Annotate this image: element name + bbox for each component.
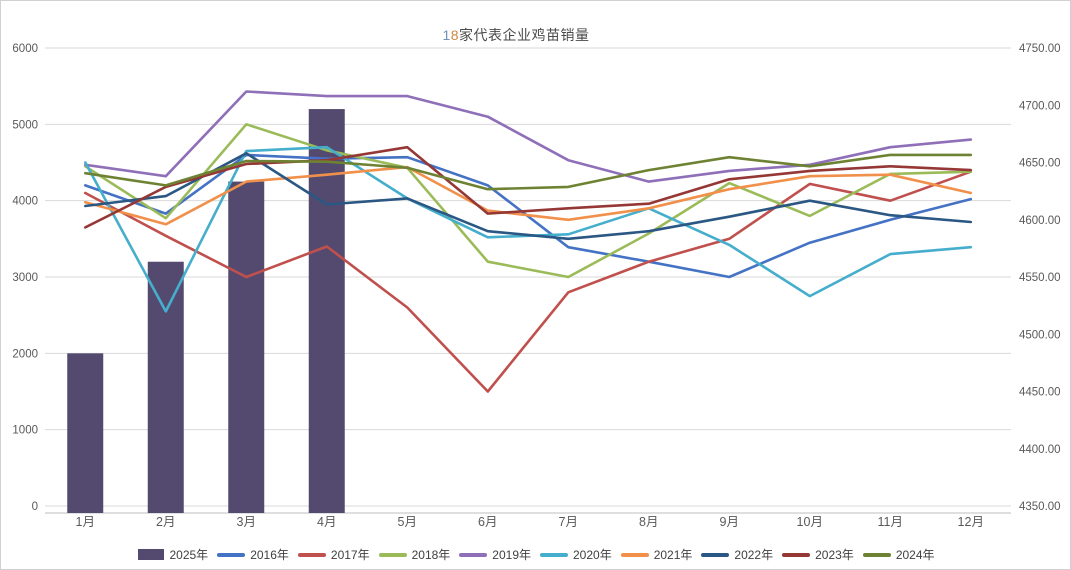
legend-item-2022年: 2022年 <box>701 546 773 563</box>
legend-line-swatch-2018年 <box>378 552 407 557</box>
x-axis-category-label: 5月 <box>398 515 417 529</box>
bar-2025年-4月 <box>308 109 345 514</box>
legend: 2025年 2016年 2017年 2018年 2019年 2020年 2021年 2022年… <box>1 546 1070 563</box>
right-axis-tick-label: 4450.00 <box>1019 387 1061 399</box>
bar-2025年-3月 <box>228 181 265 514</box>
right-axis-tick-label: 4500.00 <box>1019 329 1061 341</box>
legend-label-2024年: 2024年 <box>895 548 935 562</box>
line-series-2021年 <box>84 165 973 226</box>
left-axis-tick-label: 1000 <box>12 425 38 437</box>
legend-label-2016年: 2016年 <box>250 548 289 562</box>
legend-line-swatch-2024年 <box>862 552 891 557</box>
legend-item-2024年: 2024年 <box>862 546 935 563</box>
x-axis-category-label: 11月 <box>878 515 903 529</box>
legend-label-2017年: 2017年 <box>330 548 370 562</box>
line-series-2017年 <box>84 170 973 393</box>
x-axis-category-label: 3月 <box>237 515 256 529</box>
legend-item-2018年: 2018年 <box>378 546 451 563</box>
title-digit-1: 1 <box>442 27 451 43</box>
right-axis-tick-label: 4550.00 <box>1019 272 1061 284</box>
x-axis-category-label: 2月 <box>156 515 175 529</box>
legend-line-swatch-2019年 <box>459 552 488 557</box>
x-axis-category-label: 12月 <box>958 515 984 529</box>
x-axis-category-label: 6月 <box>478 515 497 529</box>
legend-item-2023年: 2023年 <box>782 546 854 563</box>
chart-title: 18家代表企业鸡苗销量 <box>1 25 1031 45</box>
legend-item-2021年: 2021年 <box>620 546 693 563</box>
legend-item-2020年: 2020年 <box>540 546 612 563</box>
legend-label-2022年: 2022年 <box>734 548 774 562</box>
legend-label-2020年: 2020年 <box>573 548 612 562</box>
right-axis-tick-label: 4600.00 <box>1019 215 1061 227</box>
legend-bar-swatch-2025年 <box>138 549 165 560</box>
x-axis-category-label: 9月 <box>720 515 739 529</box>
legend-label-2019年: 2019年 <box>492 548 531 562</box>
legend-label-2025年: 2025年 <box>169 548 209 562</box>
legend-item-2019年: 2019年 <box>459 546 531 563</box>
right-axis-tick-label: 4650.00 <box>1019 158 1061 170</box>
left-axis-tick-label: 6000 <box>12 43 38 55</box>
bar-2025年-2月 <box>147 261 184 513</box>
x-axis-category-label: 1月 <box>76 515 95 529</box>
title-digit-8: 8 <box>450 27 460 43</box>
legend-line-swatch-2022年 <box>701 552 730 557</box>
line-series-2024年 <box>84 153 973 191</box>
legend-line-swatch-2021年 <box>620 552 649 557</box>
x-axis-category-label: 7月 <box>559 515 578 529</box>
legend-item-2016年: 2016年 <box>217 546 289 563</box>
left-axis-tick-label: 3000 <box>12 272 38 284</box>
line-series-2019年 <box>84 90 973 183</box>
line-series-2018年 <box>84 123 973 279</box>
legend-line-swatch-2023年 <box>782 552 811 557</box>
legend-label-2018年: 2018年 <box>411 548 451 562</box>
left-axis-tick-label: 0 <box>32 501 38 513</box>
left-axis-tick-label: 4000 <box>12 196 38 208</box>
left-axis-tick-label: 2000 <box>12 348 38 360</box>
right-axis-tick-label: 4700.00 <box>1019 100 1061 112</box>
left-axis-tick-label: 5000 <box>12 119 38 131</box>
right-axis-tick-label: 4750.00 <box>1019 43 1061 55</box>
legend-line-swatch-2017年 <box>297 552 326 557</box>
legend-label-2023年: 2023年 <box>815 548 854 562</box>
legend-item-2017年: 2017年 <box>297 546 370 563</box>
bar-2025年-1月 <box>67 353 104 513</box>
x-axis-category-label: 10月 <box>797 515 823 529</box>
legend-line-swatch-2016年 <box>217 552 246 557</box>
legend-line-swatch-2020年 <box>540 552 568 557</box>
line-series-2023年 <box>84 145 973 229</box>
x-axis-category-label: 4月 <box>317 515 336 529</box>
right-axis-tick-label: 4400.00 <box>1019 444 1061 456</box>
title-text: 家代表企业鸡苗销量 <box>459 27 590 43</box>
right-axis-tick-label: 4350.00 <box>1019 501 1061 513</box>
line-series-2022年 <box>84 152 973 241</box>
x-axis-category-label: 8月 <box>639 515 658 529</box>
legend-label-2021年: 2021年 <box>653 548 693 562</box>
legend-item-2025年: 2025年 <box>138 546 208 563</box>
